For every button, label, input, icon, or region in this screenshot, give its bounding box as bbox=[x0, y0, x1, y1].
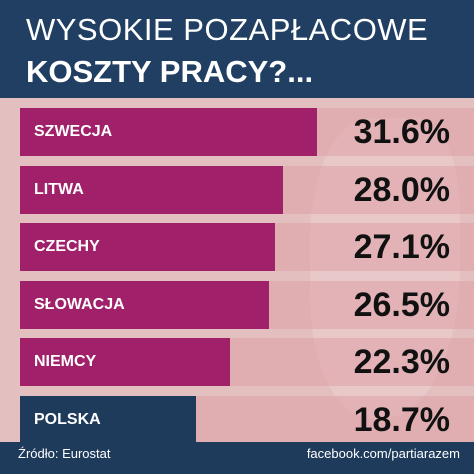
value-label: 27.1% bbox=[353, 228, 450, 266]
category-label: POLSKA bbox=[34, 410, 101, 428]
bar-row: NIEMCY 22.3% bbox=[0, 338, 474, 386]
bar bbox=[20, 108, 317, 156]
value-label: 22.3% bbox=[353, 343, 450, 381]
category-label: SŁOWACJA bbox=[34, 295, 125, 313]
category-label: CZECHY bbox=[34, 238, 100, 255]
bar bbox=[20, 223, 275, 271]
bar-row: SZWECJA 31.6% bbox=[0, 108, 474, 156]
title-line-1: WYSOKIE POZAPŁACOWE bbox=[26, 12, 429, 47]
value-label: 26.5% bbox=[353, 285, 450, 324]
bar-row: POLSKA 18.7% bbox=[0, 395, 474, 444]
bar-row: CZECHY 27.1% bbox=[0, 223, 474, 271]
title-line-2: KOSZTY PRACY?... bbox=[26, 54, 314, 89]
chart-area: SZWECJA 31.6% LITWA 28.0% CZECHY 27.1% SŁOWACJ… bbox=[0, 98, 474, 444]
value-label: 31.6% bbox=[353, 113, 450, 151]
value-label: 28.0% bbox=[353, 170, 450, 209]
header: WYSOKIE POZAPŁACOWE KOSZTY PRACY?... bbox=[0, 0, 474, 98]
category-label: NIEMCY bbox=[34, 353, 97, 370]
bar bbox=[20, 280, 270, 329]
category-label: LITWA bbox=[34, 180, 84, 198]
bar bbox=[20, 338, 230, 386]
facebook-link[interactable]: facebook.com/partiarazem bbox=[306, 446, 460, 461]
bar bbox=[20, 165, 284, 214]
footer bbox=[0, 442, 474, 474]
bar bbox=[20, 395, 196, 444]
source-text: Źródło: Eurostat bbox=[18, 446, 111, 461]
bar-row: LITWA 28.0% bbox=[0, 165, 474, 214]
value-label: 18.7% bbox=[353, 400, 450, 439]
bar-row: SŁOWACJA 26.5% bbox=[0, 280, 474, 329]
category-label: SZWECJA bbox=[34, 123, 113, 140]
